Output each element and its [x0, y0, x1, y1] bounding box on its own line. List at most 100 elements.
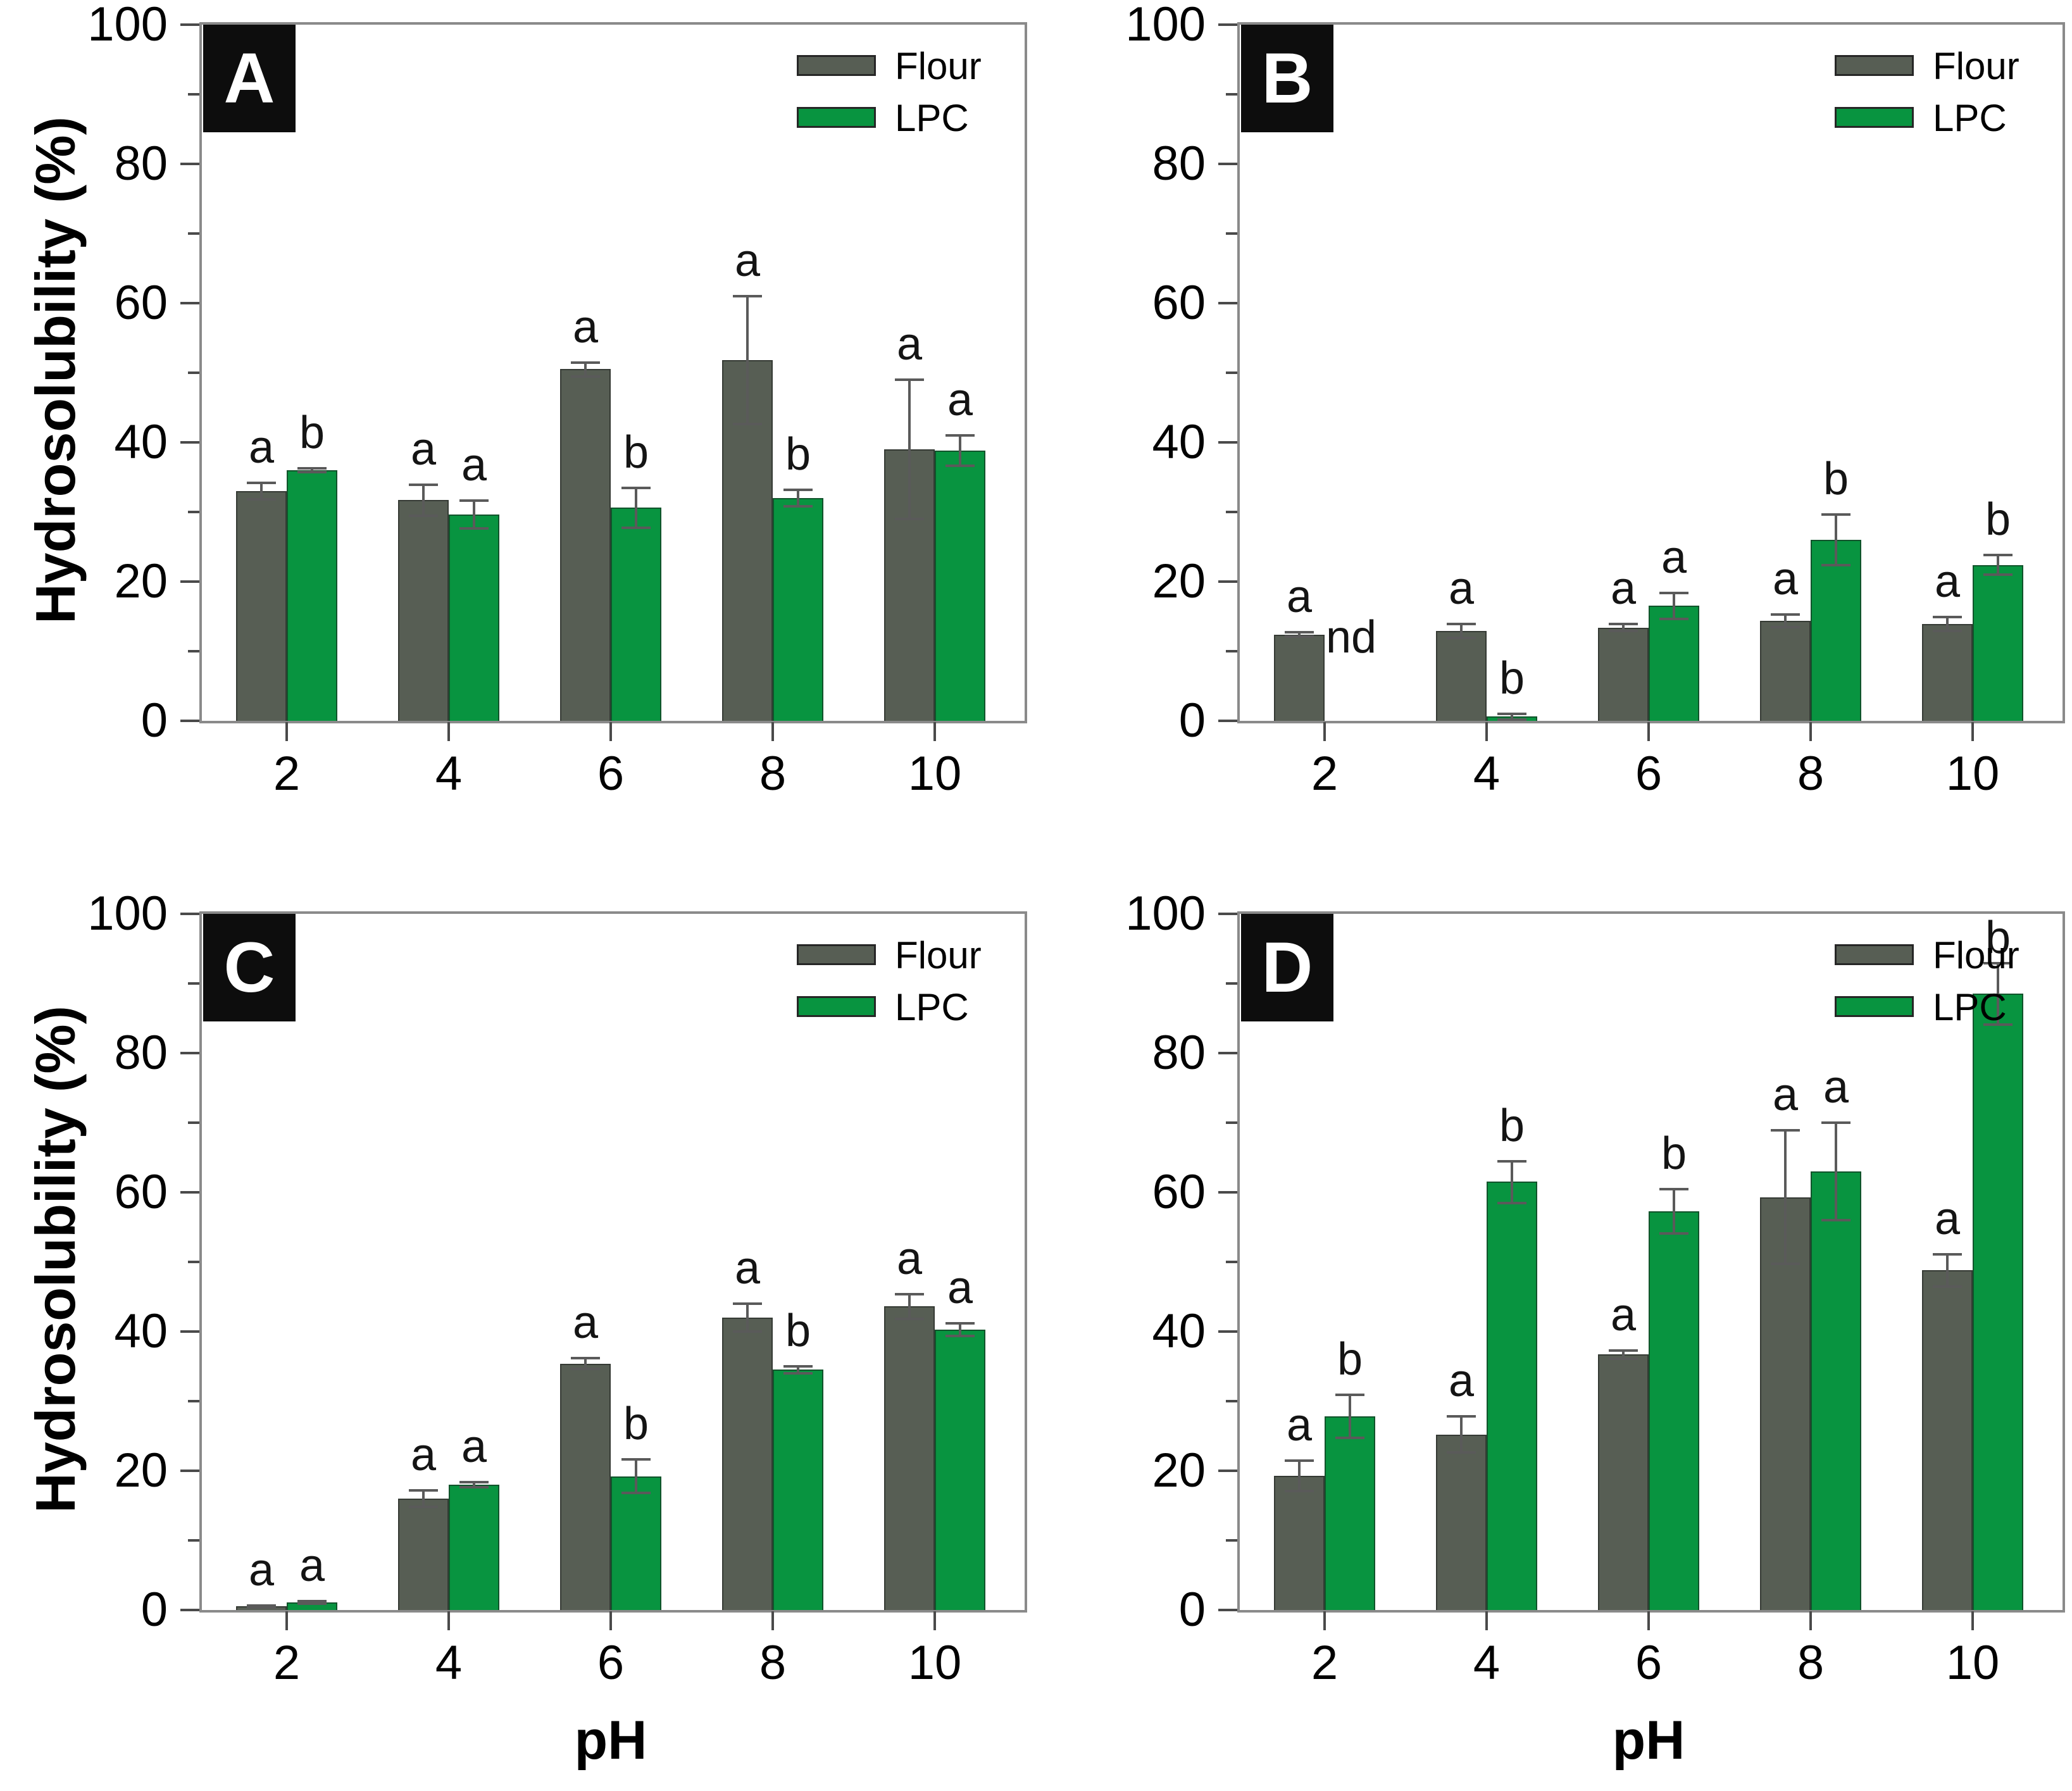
legend-swatch-lpc — [797, 996, 876, 1017]
y-major-tick — [180, 1609, 199, 1611]
y-tick-label: 80 — [114, 1026, 168, 1080]
y-minor-tick — [188, 93, 199, 96]
error-bar-line — [1460, 1416, 1463, 1453]
x-tick-label: 6 — [597, 1636, 625, 1690]
error-bar-cap-top — [297, 1600, 327, 1603]
y-tick-label: 60 — [1152, 276, 1206, 330]
error-bar-cap-bottom — [247, 498, 276, 501]
bar-flour-ph4 — [1436, 1435, 1487, 1610]
significance-letter: a — [1823, 1062, 1849, 1113]
error-bar-line — [797, 1366, 799, 1373]
x-tick-label: 6 — [597, 747, 625, 801]
y-tick-label: 100 — [87, 0, 168, 51]
y-major-tick — [1218, 302, 1237, 304]
error-bar-cap-bottom — [621, 527, 651, 530]
error-bar-cap-top — [571, 1356, 600, 1359]
x-tick — [1971, 722, 1974, 741]
x-tick — [1971, 1611, 1974, 1630]
legend-swatch-lpc — [797, 107, 876, 128]
error-bar-line — [1784, 614, 1787, 627]
error-bar-line — [422, 1490, 425, 1507]
legend-swatch-flour — [797, 55, 876, 76]
plot-area-c: 0 20 40 60 80 100 2 4 6 8 10 a a a a a a a b b a Flour LPC C — [87, 889, 1027, 1688]
significance-letter: a — [1610, 563, 1637, 615]
significance-letter: a — [1772, 1070, 1799, 1121]
y-major-tick — [1218, 441, 1237, 444]
error-bar-line — [1622, 624, 1625, 632]
y-major-tick — [180, 1330, 199, 1333]
error-bar-line — [797, 489, 799, 507]
y-major-tick — [180, 720, 199, 722]
y-tick-label: 20 — [114, 554, 168, 608]
bar-flour-ph6 — [1598, 628, 1649, 721]
error-bar-cap-bottom — [297, 1602, 327, 1605]
error-bar-cap-top — [1933, 616, 1962, 619]
error-bar-line — [746, 296, 749, 425]
x-tick-label: 8 — [759, 1636, 787, 1690]
error-bar-cap-top — [1821, 1121, 1850, 1124]
significance-letter: a — [1448, 1356, 1475, 1407]
error-bar-cap-top — [571, 361, 600, 364]
y-tick-label: 100 — [1125, 0, 1206, 51]
y-minor-tick — [188, 1400, 199, 1402]
bar-lpc-ph8 — [773, 498, 823, 721]
x-tick — [933, 1611, 936, 1630]
significance-letter: a — [1934, 1193, 1961, 1244]
error-bar-cap-top — [1497, 713, 1526, 715]
bar-lpc-ph6 — [1649, 606, 1699, 721]
y-minor-tick — [188, 232, 199, 235]
x-tick-label: 4 — [1473, 1636, 1501, 1690]
y-minor-tick — [1226, 1400, 1237, 1402]
y-minor-tick — [1226, 1539, 1237, 1542]
legend-label-flour: Flour — [895, 934, 982, 977]
bar-lpc-ph4 — [1487, 1182, 1537, 1610]
y-major-tick — [1218, 580, 1237, 583]
significance-letter: a — [734, 235, 761, 286]
error-bar-cap-bottom — [571, 375, 600, 378]
error-bar-cap-bottom — [895, 518, 924, 520]
y-major-tick — [1218, 1609, 1237, 1611]
significance-letter: a — [1610, 1289, 1637, 1340]
error-bar-cap-top — [783, 488, 813, 491]
x-axis-title: pH — [1612, 1710, 1685, 1771]
error-bar-cap-top — [459, 1480, 489, 1483]
y-minor-tick — [188, 511, 199, 513]
y-tick-label: 40 — [114, 415, 168, 469]
y-major-tick — [180, 580, 199, 583]
error-bar-line — [1622, 1350, 1625, 1359]
error-bar-cap-bottom — [1771, 625, 1800, 628]
panel-letter-box: B — [1241, 25, 1333, 132]
error-bar-cap-bottom — [1447, 1451, 1476, 1454]
x-tick — [1485, 722, 1488, 741]
error-bar-line — [311, 468, 313, 473]
significance-letter: b — [785, 428, 811, 480]
significance-letter: b — [785, 1306, 811, 1356]
significance-letter: a — [299, 1540, 325, 1592]
x-tick — [285, 1611, 288, 1630]
bar-lpc-ph4 — [449, 1485, 499, 1610]
error-bar-cap-bottom — [946, 1334, 975, 1337]
plot-area-b: 0 20 40 60 80 100 2 4 6 8 10 a a a a a nd b a b b Flour LPC B — [1125, 0, 2065, 799]
x-tick-label: 10 — [1945, 747, 2000, 801]
error-bar-line — [422, 485, 425, 516]
error-bar-cap-top — [1609, 1349, 1638, 1352]
y-minor-tick — [1226, 650, 1237, 652]
x-tick-label: 6 — [1635, 1636, 1663, 1690]
plot-area-d: 0 20 40 60 80 100 2 4 6 8 10 a a a a a b b b a b Flour LPC D — [1125, 889, 2065, 1688]
panel-letter-box: A — [203, 25, 296, 132]
significance-letter: b — [623, 427, 649, 478]
y-major-tick — [180, 163, 199, 165]
y-major-tick — [180, 302, 199, 304]
error-bar-line — [260, 482, 263, 500]
bar-lpc-ph6 — [1649, 1211, 1699, 1610]
error-bar-cap-bottom — [1497, 718, 1526, 721]
bar-lpc-ph8 — [1811, 1171, 1861, 1610]
bar-lpc-ph6 — [611, 508, 661, 721]
bar-lpc-ph10 — [935, 451, 985, 721]
error-bar-cap-bottom — [1933, 630, 1962, 633]
error-bar-cap-top — [1771, 1129, 1800, 1132]
y-minor-tick — [188, 1539, 199, 1542]
bar-lpc-ph10 — [935, 1330, 985, 1610]
x-tick — [609, 1611, 612, 1630]
x-tick-label: 4 — [435, 747, 463, 801]
